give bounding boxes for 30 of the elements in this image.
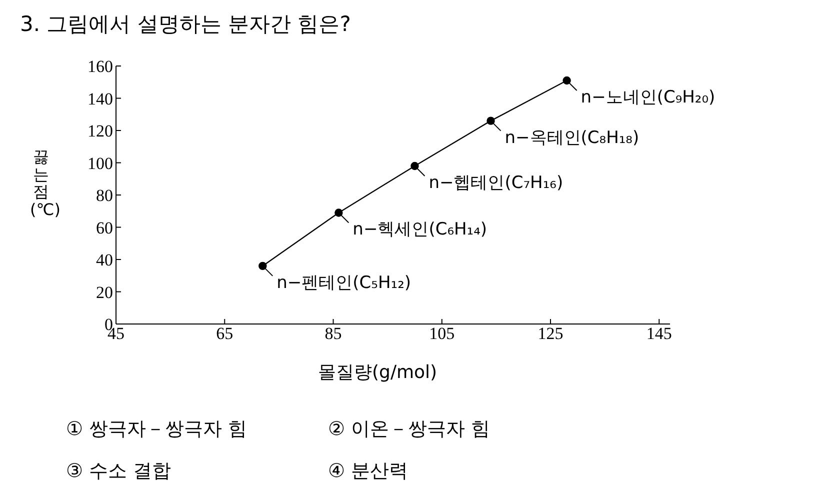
chart-title: 3. 그림에서 설명하는 분자간 힘은? bbox=[20, 11, 351, 38]
y-tick-label: 100 bbox=[88, 154, 113, 173]
point bbox=[410, 162, 419, 170]
y-axis-title: 끓는점(℃) bbox=[30, 147, 60, 219]
x-axis-title: 몰질량(g/mol) bbox=[318, 361, 438, 384]
x-tick-label: 85 bbox=[324, 324, 342, 344]
text: ① 쌍극자－쌍극자 힘 bbox=[66, 417, 248, 442]
y-tick-label: 160 bbox=[88, 57, 113, 76]
y-tick-label: 60 bbox=[96, 218, 113, 238]
y-tick-label: 80 bbox=[96, 186, 113, 206]
point bbox=[334, 208, 343, 217]
point bbox=[486, 116, 495, 125]
x-tick-label: 65 bbox=[216, 324, 234, 344]
annotation: n−옥테인(C₈H₁₈) bbox=[504, 128, 640, 148]
annotation: n−노네인(C₉H₂₀) bbox=[580, 88, 716, 108]
text: ② 이온－쌍극자 힘 bbox=[328, 417, 492, 442]
annotation: n−헥세인(C₆H₁₄) bbox=[352, 220, 488, 240]
y-tick-label: 140 bbox=[88, 89, 113, 108]
annotation: n−헵테인(C₇H₁₆) bbox=[428, 172, 564, 193]
x-tick-label: 145 bbox=[646, 324, 672, 344]
x-tick-label: 105 bbox=[429, 324, 455, 344]
annotation: n−펜테인(C₅H₁₂) bbox=[276, 272, 412, 293]
point bbox=[562, 76, 571, 85]
y-tick-label: 20 bbox=[96, 282, 113, 302]
y-tick-label: 120 bbox=[88, 122, 113, 141]
point bbox=[258, 262, 267, 270]
x-tick-label: 125 bbox=[538, 324, 564, 344]
y-tick-label: 40 bbox=[96, 250, 113, 270]
text: ③ 수소 결합 bbox=[66, 459, 172, 484]
text: ④ 분산력 bbox=[328, 459, 410, 484]
